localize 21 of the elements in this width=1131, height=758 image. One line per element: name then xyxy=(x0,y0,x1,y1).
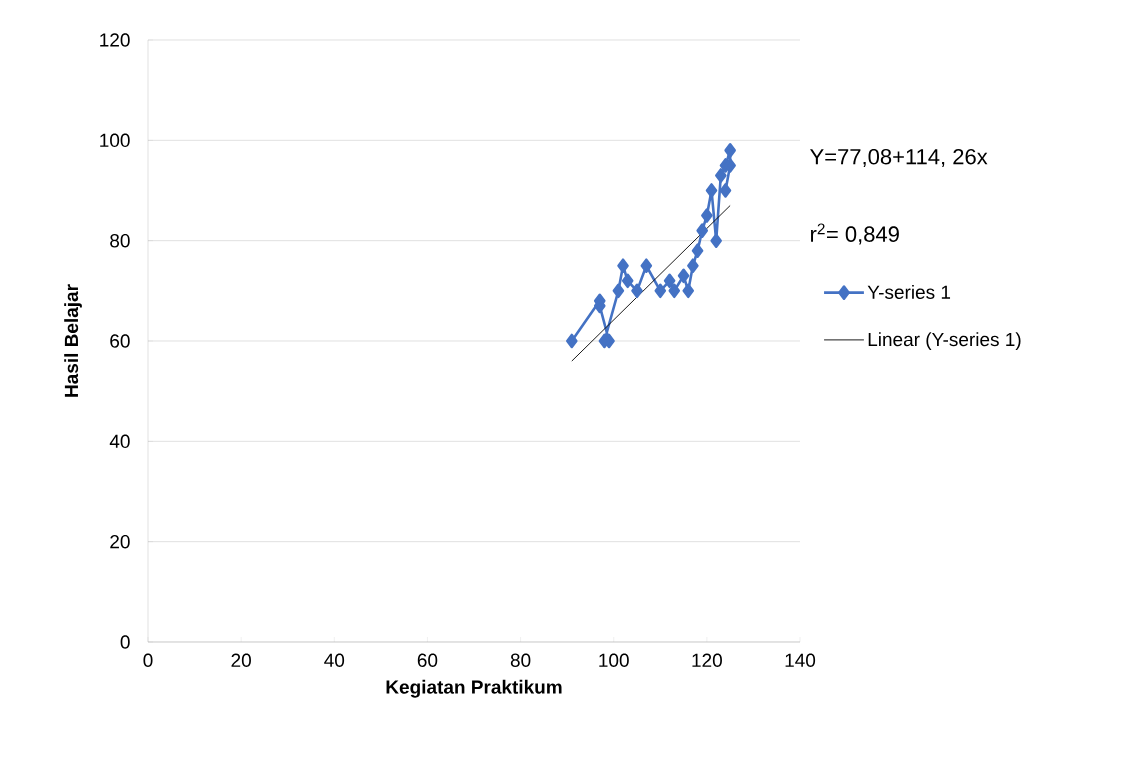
x-tick-label: 120 xyxy=(692,653,722,667)
y-tick-label: 100 xyxy=(100,133,130,148)
x-tick-label: 20 xyxy=(231,653,251,667)
y-tick-label: 120 xyxy=(100,33,130,47)
y-axis-title: Hasil Belajar xyxy=(64,284,82,397)
legend-label: Y-series 1 xyxy=(867,284,951,299)
x-tick-label: 60 xyxy=(417,653,438,667)
legend-label: Linear (Y-series 1) xyxy=(868,332,1021,350)
text: Y=77,08+114, 26x xyxy=(810,148,988,168)
y-tick-label: 80 xyxy=(110,233,130,248)
x-tick-label: 0 xyxy=(143,653,153,667)
text: r$^{2}$= 0,849 xyxy=(811,223,899,245)
y-tick-label: 0 xyxy=(120,635,130,649)
x-axis-title: Kegiatan Praktikum xyxy=(386,679,562,698)
x-tick-label: 40 xyxy=(324,653,345,667)
x-tick-label: 80 xyxy=(510,653,531,667)
y-tick-label: 60 xyxy=(110,334,130,348)
y-tick-label: 20 xyxy=(110,534,130,549)
y-tick-label: 40 xyxy=(109,434,130,449)
x-tick-label: 100 xyxy=(599,653,629,667)
x-tick-label: 140 xyxy=(785,653,816,667)
